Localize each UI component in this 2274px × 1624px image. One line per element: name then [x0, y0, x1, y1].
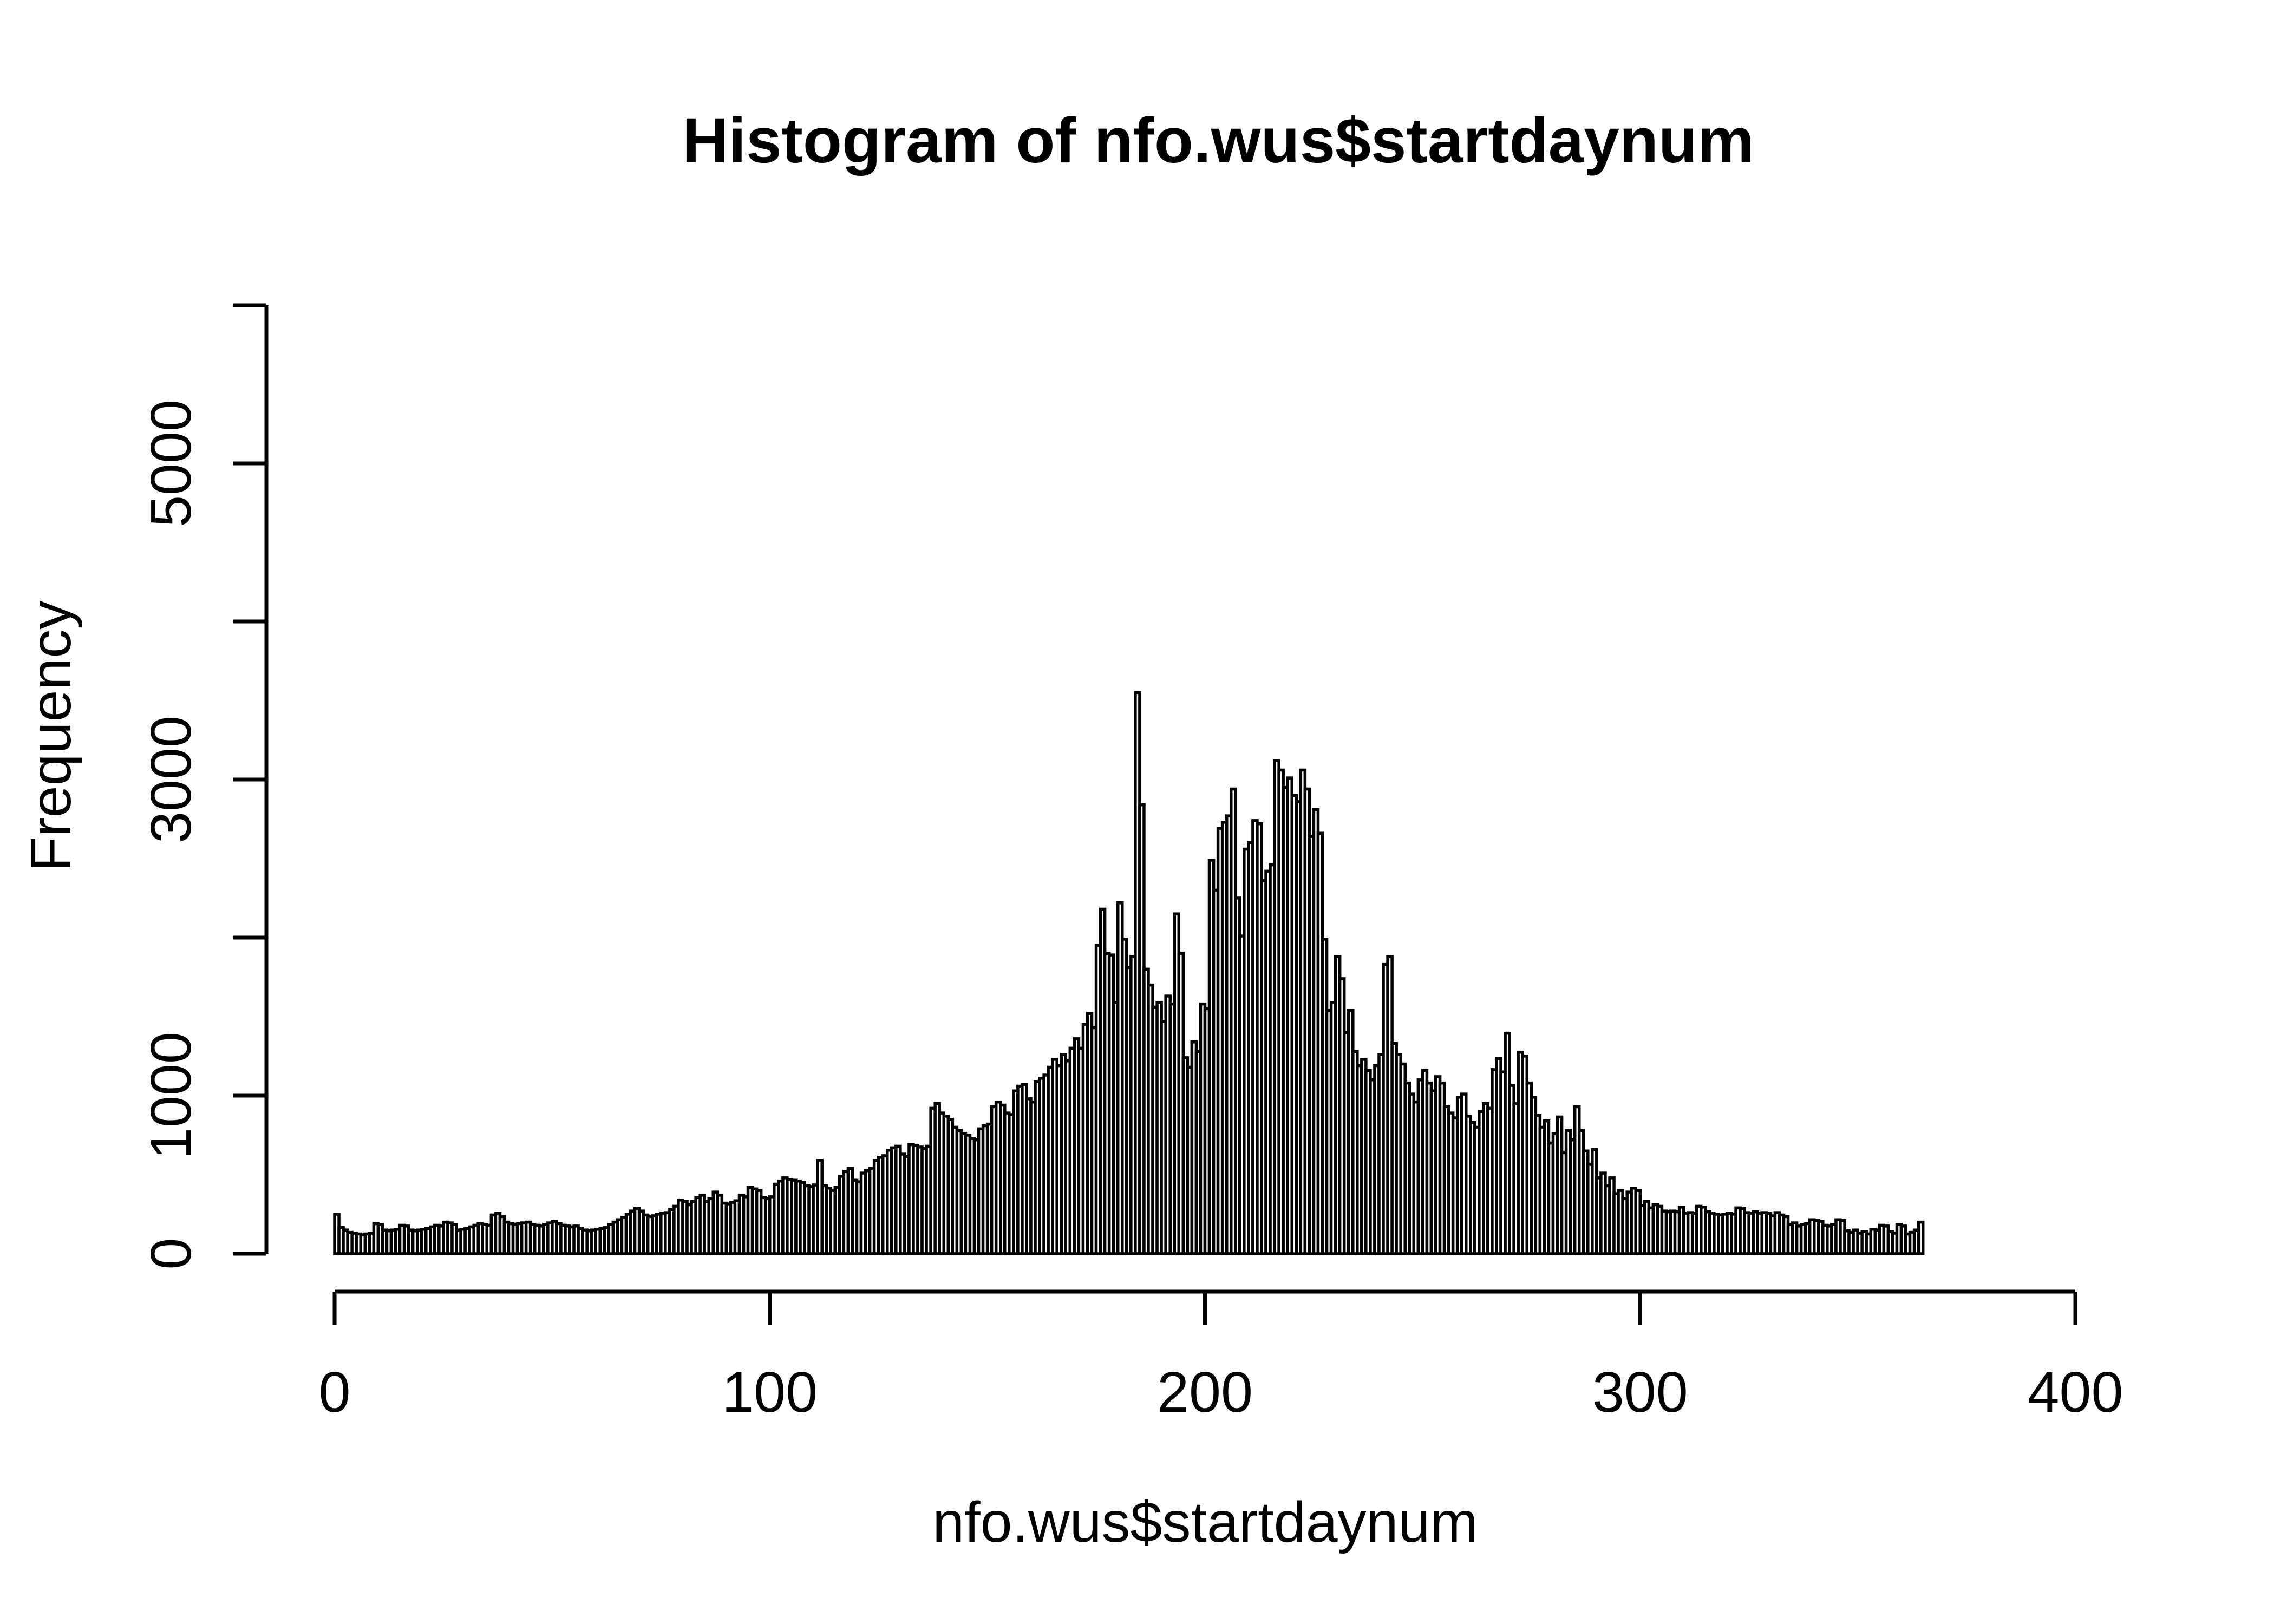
y-axis: 0 1000 3000 5000	[139, 303, 269, 1270]
chart-title: Histogram of nfo.wus$startdaynum	[682, 105, 1754, 176]
x-tick-label: 400	[2028, 1360, 2123, 1424]
x-tick-label: 100	[722, 1360, 818, 1424]
x-tick-label: 0	[319, 1360, 351, 1424]
histogram-bars	[333, 691, 1925, 1255]
x-tick-label: 300	[1592, 1360, 1688, 1424]
x-axis-title: nfo.wus$startdaynum	[932, 1490, 1478, 1554]
y-tick-label: 1000	[139, 1032, 203, 1160]
y-tick-label: 3000	[139, 716, 203, 843]
y-tick-label: 5000	[139, 400, 203, 527]
histogram-bar	[1917, 1220, 1925, 1255]
x-axis: 0 100 200 300 400	[319, 1289, 2123, 1424]
y-tick-label: 0	[139, 1238, 203, 1270]
y-axis-title: Frequency	[19, 601, 83, 872]
x-tick-label: 200	[1157, 1360, 1253, 1424]
